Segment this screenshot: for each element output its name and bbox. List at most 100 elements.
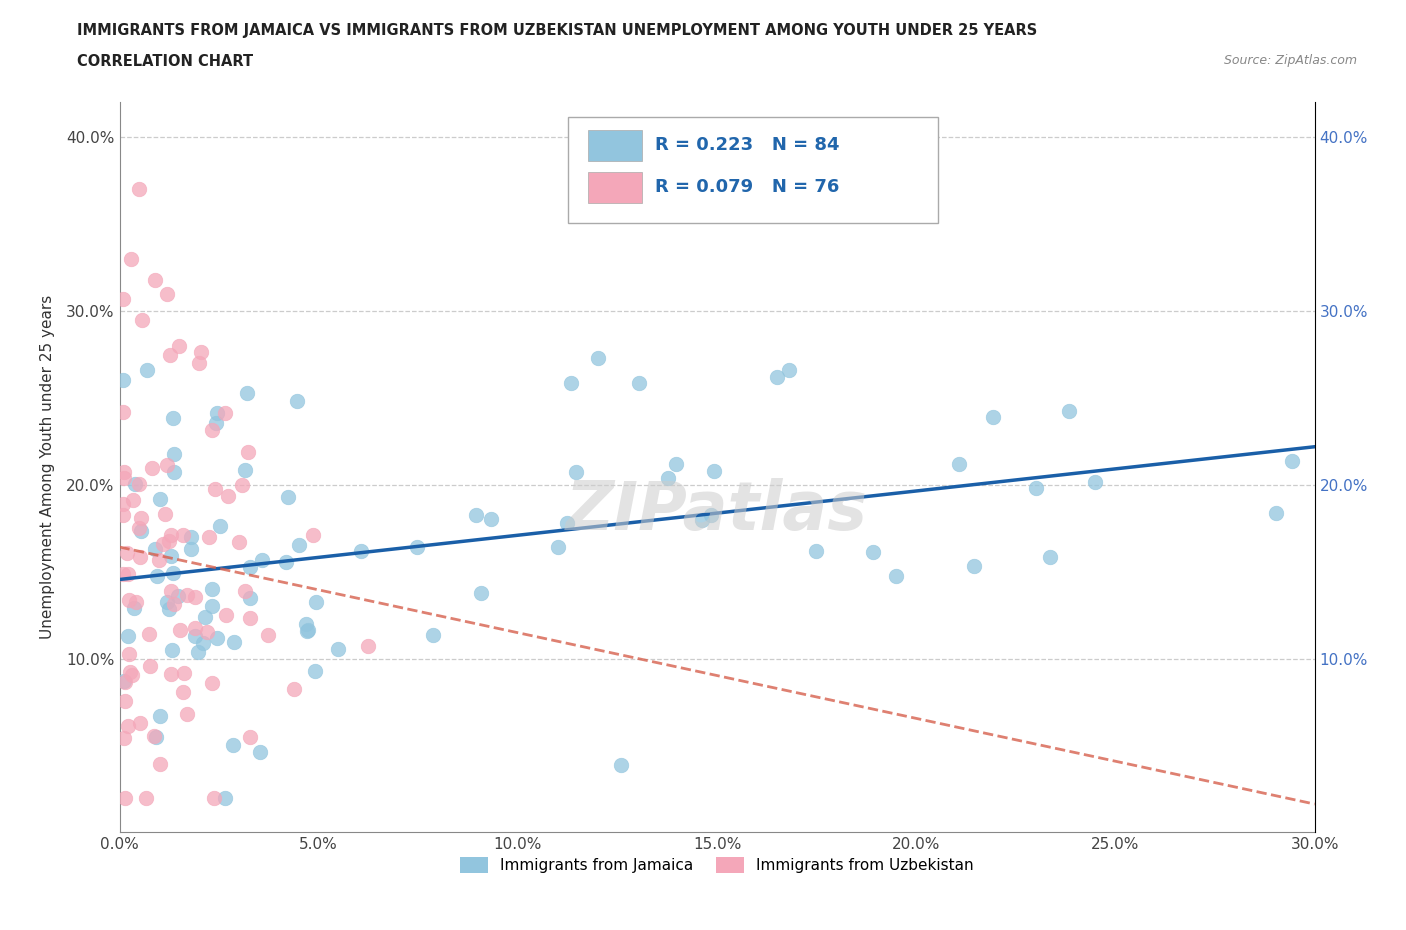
Point <box>222 737 245 752</box>
Point <box>231 478 253 493</box>
Point <box>700 508 723 523</box>
Point <box>141 461 163 476</box>
Point <box>129 511 152 525</box>
Point <box>153 507 176 522</box>
Point <box>112 730 135 745</box>
Point <box>142 729 165 744</box>
Point <box>124 477 146 492</box>
Point <box>215 608 238 623</box>
Point <box>145 729 167 744</box>
Point <box>180 541 202 556</box>
Point <box>228 535 250 550</box>
Point <box>586 351 609 365</box>
Point <box>143 541 166 556</box>
Point <box>187 644 209 659</box>
Point <box>163 597 186 612</box>
Point <box>159 348 181 363</box>
Point <box>115 546 138 561</box>
Point <box>981 409 1004 424</box>
Point <box>162 411 184 426</box>
Point <box>195 624 218 639</box>
Point <box>169 339 191 353</box>
Text: R = 0.223   N = 84: R = 0.223 N = 84 <box>655 136 839 153</box>
Point <box>357 639 380 654</box>
Point <box>406 540 429 555</box>
Point <box>256 628 278 643</box>
Point <box>479 512 502 526</box>
Text: ZIPatlas: ZIPatlas <box>567 478 868 544</box>
Point <box>112 405 135 419</box>
Point <box>948 457 970 472</box>
Point <box>143 273 166 288</box>
Point <box>201 598 224 613</box>
Point <box>112 673 135 688</box>
Point <box>214 405 236 420</box>
Point <box>121 493 143 508</box>
Point <box>297 622 319 637</box>
Point <box>157 534 180 549</box>
Point <box>194 609 217 624</box>
Point <box>276 554 298 569</box>
Point <box>350 544 373 559</box>
FancyBboxPatch shape <box>568 117 938 223</box>
FancyBboxPatch shape <box>588 172 641 203</box>
Point <box>555 515 578 530</box>
Point <box>159 602 181 617</box>
Point <box>233 463 256 478</box>
Point <box>205 416 228 431</box>
Point <box>152 537 174 551</box>
Point <box>112 372 135 387</box>
Point <box>963 559 986 574</box>
Text: Source: ZipAtlas.com: Source: ZipAtlas.com <box>1223 54 1357 67</box>
Point <box>201 581 224 596</box>
Point <box>191 635 214 650</box>
Point <box>190 345 212 360</box>
Point <box>285 393 308 408</box>
Point <box>236 385 259 400</box>
Point <box>205 405 228 420</box>
Point <box>1084 474 1107 489</box>
Point <box>163 465 186 480</box>
Point <box>610 757 633 772</box>
Point <box>205 631 228 645</box>
Point <box>224 634 246 649</box>
Point <box>804 544 827 559</box>
Point <box>886 568 908 583</box>
Point <box>294 617 316 631</box>
Point <box>129 550 152 565</box>
Point <box>277 490 299 505</box>
Point <box>862 545 884 560</box>
Point <box>176 588 198 603</box>
Point <box>112 291 135 306</box>
Point <box>547 539 569 554</box>
Point <box>112 566 135 581</box>
Point <box>145 568 167 583</box>
Point <box>1039 550 1062 565</box>
Point <box>122 601 145 616</box>
Point <box>156 286 179 301</box>
Point <box>128 521 150 536</box>
Point <box>163 446 186 461</box>
Point <box>238 560 260 575</box>
Point <box>138 626 160 641</box>
Point <box>188 355 211 370</box>
Point <box>114 790 136 805</box>
Point <box>201 675 224 690</box>
Point <box>328 642 350 657</box>
Point <box>305 594 328 609</box>
Point <box>657 471 679 485</box>
Point <box>166 588 188 603</box>
Point <box>288 538 311 552</box>
Point <box>217 489 239 504</box>
Point <box>155 458 177 472</box>
Point <box>135 363 157 378</box>
Point <box>118 646 141 661</box>
Point <box>766 370 789 385</box>
Point <box>172 527 194 542</box>
Point <box>250 552 273 567</box>
Point <box>295 624 318 639</box>
Point <box>117 629 139 644</box>
Point <box>560 376 582 391</box>
Point <box>283 682 305 697</box>
Point <box>112 471 135 485</box>
